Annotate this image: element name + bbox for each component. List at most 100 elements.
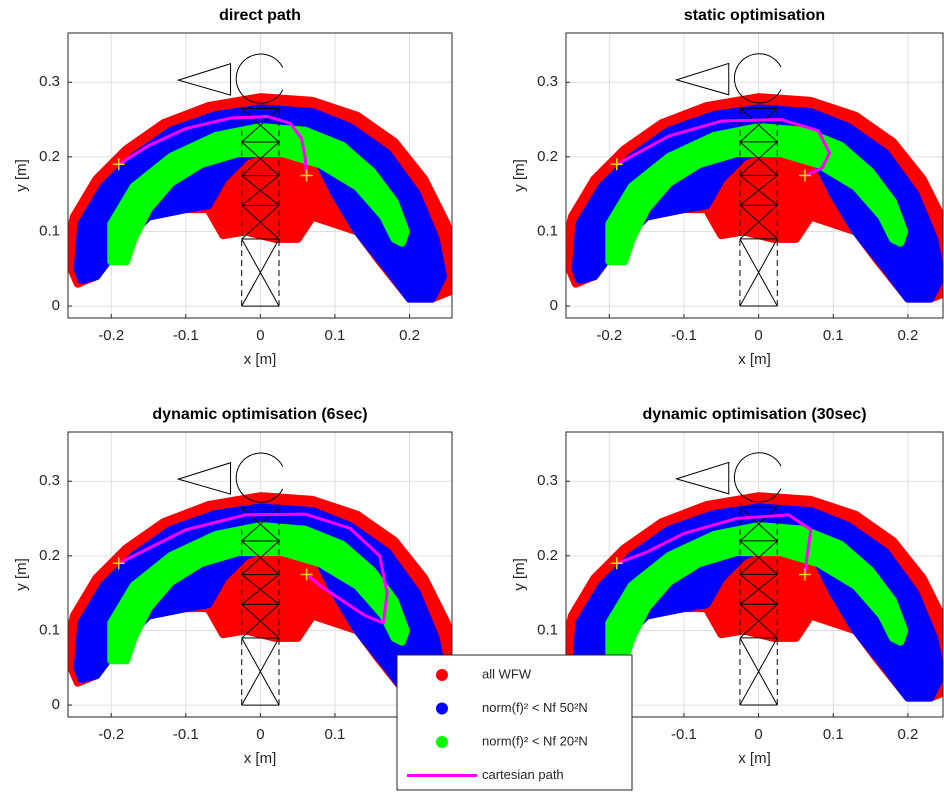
y-tick-label: 0 xyxy=(52,696,60,713)
y-tick-label: 0 xyxy=(52,297,60,314)
y-axis-label: y [m] xyxy=(511,159,528,192)
axes-frame xyxy=(565,32,944,319)
robot-schematic xyxy=(176,53,284,307)
legend-label: cartesian path xyxy=(482,767,564,782)
y-tick-label: 0 xyxy=(550,297,558,314)
truss-cross xyxy=(739,603,778,639)
y-axis-label: y [m] xyxy=(511,558,528,591)
head-circle xyxy=(235,53,284,104)
legend-label: all WFW xyxy=(482,666,532,681)
y-axis-label: y [m] xyxy=(13,558,30,591)
x-tick-label: 0.2 xyxy=(897,726,918,743)
plot-area xyxy=(566,53,943,307)
truss-cross xyxy=(241,141,280,176)
x-tick-label: 0 xyxy=(754,726,762,743)
endpoint-marker xyxy=(300,568,313,581)
x-tick-label: -0.2 xyxy=(98,327,124,344)
x-tick-label: 0.2 xyxy=(897,327,918,344)
endpoint-marker xyxy=(300,169,313,182)
chart-title: dynamic optimisation (30sec) xyxy=(642,406,866,423)
y-tick-label: 0.3 xyxy=(39,73,60,90)
cartesian-path xyxy=(117,115,309,176)
chart-title: dynamic optimisation (6sec) xyxy=(152,406,367,423)
truss-cross xyxy=(739,574,778,605)
truss-cross xyxy=(241,637,280,706)
legend-marker xyxy=(436,702,448,715)
truss-cross xyxy=(241,175,280,206)
robot-schematic xyxy=(674,452,782,706)
legend-label: norm(f)² < Nf 50²N xyxy=(482,700,588,715)
plot-area xyxy=(68,53,452,307)
axes-frame xyxy=(67,431,453,718)
truss-cross xyxy=(739,107,778,143)
head-circle xyxy=(733,452,782,503)
plot-area xyxy=(566,452,943,706)
truss-cross xyxy=(241,540,280,575)
truss-cross xyxy=(241,205,280,240)
arm-triangle xyxy=(176,63,232,96)
endpoint-marker xyxy=(610,158,623,171)
truss-cross xyxy=(241,507,280,542)
workspace-region xyxy=(107,522,410,665)
arm-triangle xyxy=(674,461,730,495)
truss-cross xyxy=(241,238,280,307)
y-tick-label: 0.3 xyxy=(537,472,558,489)
cartesian-path xyxy=(118,512,389,625)
workspace-region xyxy=(107,123,410,266)
x-axis-label: x [m] xyxy=(244,750,277,767)
cartesian-path xyxy=(616,513,813,575)
workspace-region xyxy=(605,522,909,665)
y-tick-label: 0.1 xyxy=(39,621,60,638)
x-tick-label: -0.2 xyxy=(596,327,622,344)
axes: -0.2 -0.1 0 0.1 0.2 0 0.1 0.2 0.3 direct path x [m… xyxy=(13,7,453,368)
y-tick-label: 0.2 xyxy=(537,148,558,165)
head-circle xyxy=(235,452,284,503)
truss-cross xyxy=(241,574,280,605)
y-tick-label: 0.2 xyxy=(39,547,60,564)
axes: -0.2 -0.1 0 0.1 0.2 0 0.1 0.2 0.3 static optimisa… xyxy=(511,7,944,368)
cartesian-path xyxy=(616,118,832,177)
legend: all WFW norm(f)² < Nf 50²N norm(f)² < Nf 2… xyxy=(396,654,633,791)
y-tick-label: 0.3 xyxy=(537,73,558,90)
y-tick-label: 0.3 xyxy=(39,472,60,489)
endpoint-marker xyxy=(798,169,811,182)
truss-cross xyxy=(739,141,778,176)
truss-cross xyxy=(739,506,778,542)
axes-frame xyxy=(565,431,944,718)
endpoint-marker xyxy=(798,568,811,581)
y-tick-label: 0.2 xyxy=(39,148,60,165)
x-tick-label: 0.1 xyxy=(325,726,346,743)
endpoint-marker xyxy=(610,557,623,570)
x-tick-label: -0.1 xyxy=(671,726,697,743)
robot-schematic xyxy=(674,53,782,307)
x-tick-label: 0.2 xyxy=(399,327,420,344)
chart-title: direct path xyxy=(219,7,301,24)
legend-marker xyxy=(436,736,448,748)
arm-triangle xyxy=(674,62,730,96)
y-axis-label: y [m] xyxy=(13,159,30,192)
truss-cross xyxy=(739,238,778,307)
head-circle xyxy=(733,53,782,104)
x-tick-label: 0.1 xyxy=(823,327,844,344)
truss-cross xyxy=(241,108,280,143)
chart-title: static optimisation xyxy=(684,7,825,24)
x-tick-label: 0.1 xyxy=(325,327,346,344)
y-tick-label: 0.1 xyxy=(537,621,558,638)
y-tick-label: 0.1 xyxy=(39,222,60,239)
endpoint-marker xyxy=(112,557,125,570)
workspace-region xyxy=(605,123,909,266)
truss-cross xyxy=(739,204,778,240)
truss-cross xyxy=(241,604,280,639)
x-tick-label: 0.1 xyxy=(823,726,844,743)
x-axis-label: x [m] xyxy=(738,351,771,368)
truss-cross xyxy=(739,637,778,706)
plot-area xyxy=(68,452,452,706)
x-axis-label: x [m] xyxy=(738,750,771,767)
x-tick-label: -0.1 xyxy=(173,726,199,743)
x-tick-label: 0 xyxy=(256,327,264,344)
legend-label: norm(f)² < Nf 20²N xyxy=(482,733,588,748)
legend-marker xyxy=(436,669,448,681)
x-tick-label: -0.1 xyxy=(173,327,199,344)
